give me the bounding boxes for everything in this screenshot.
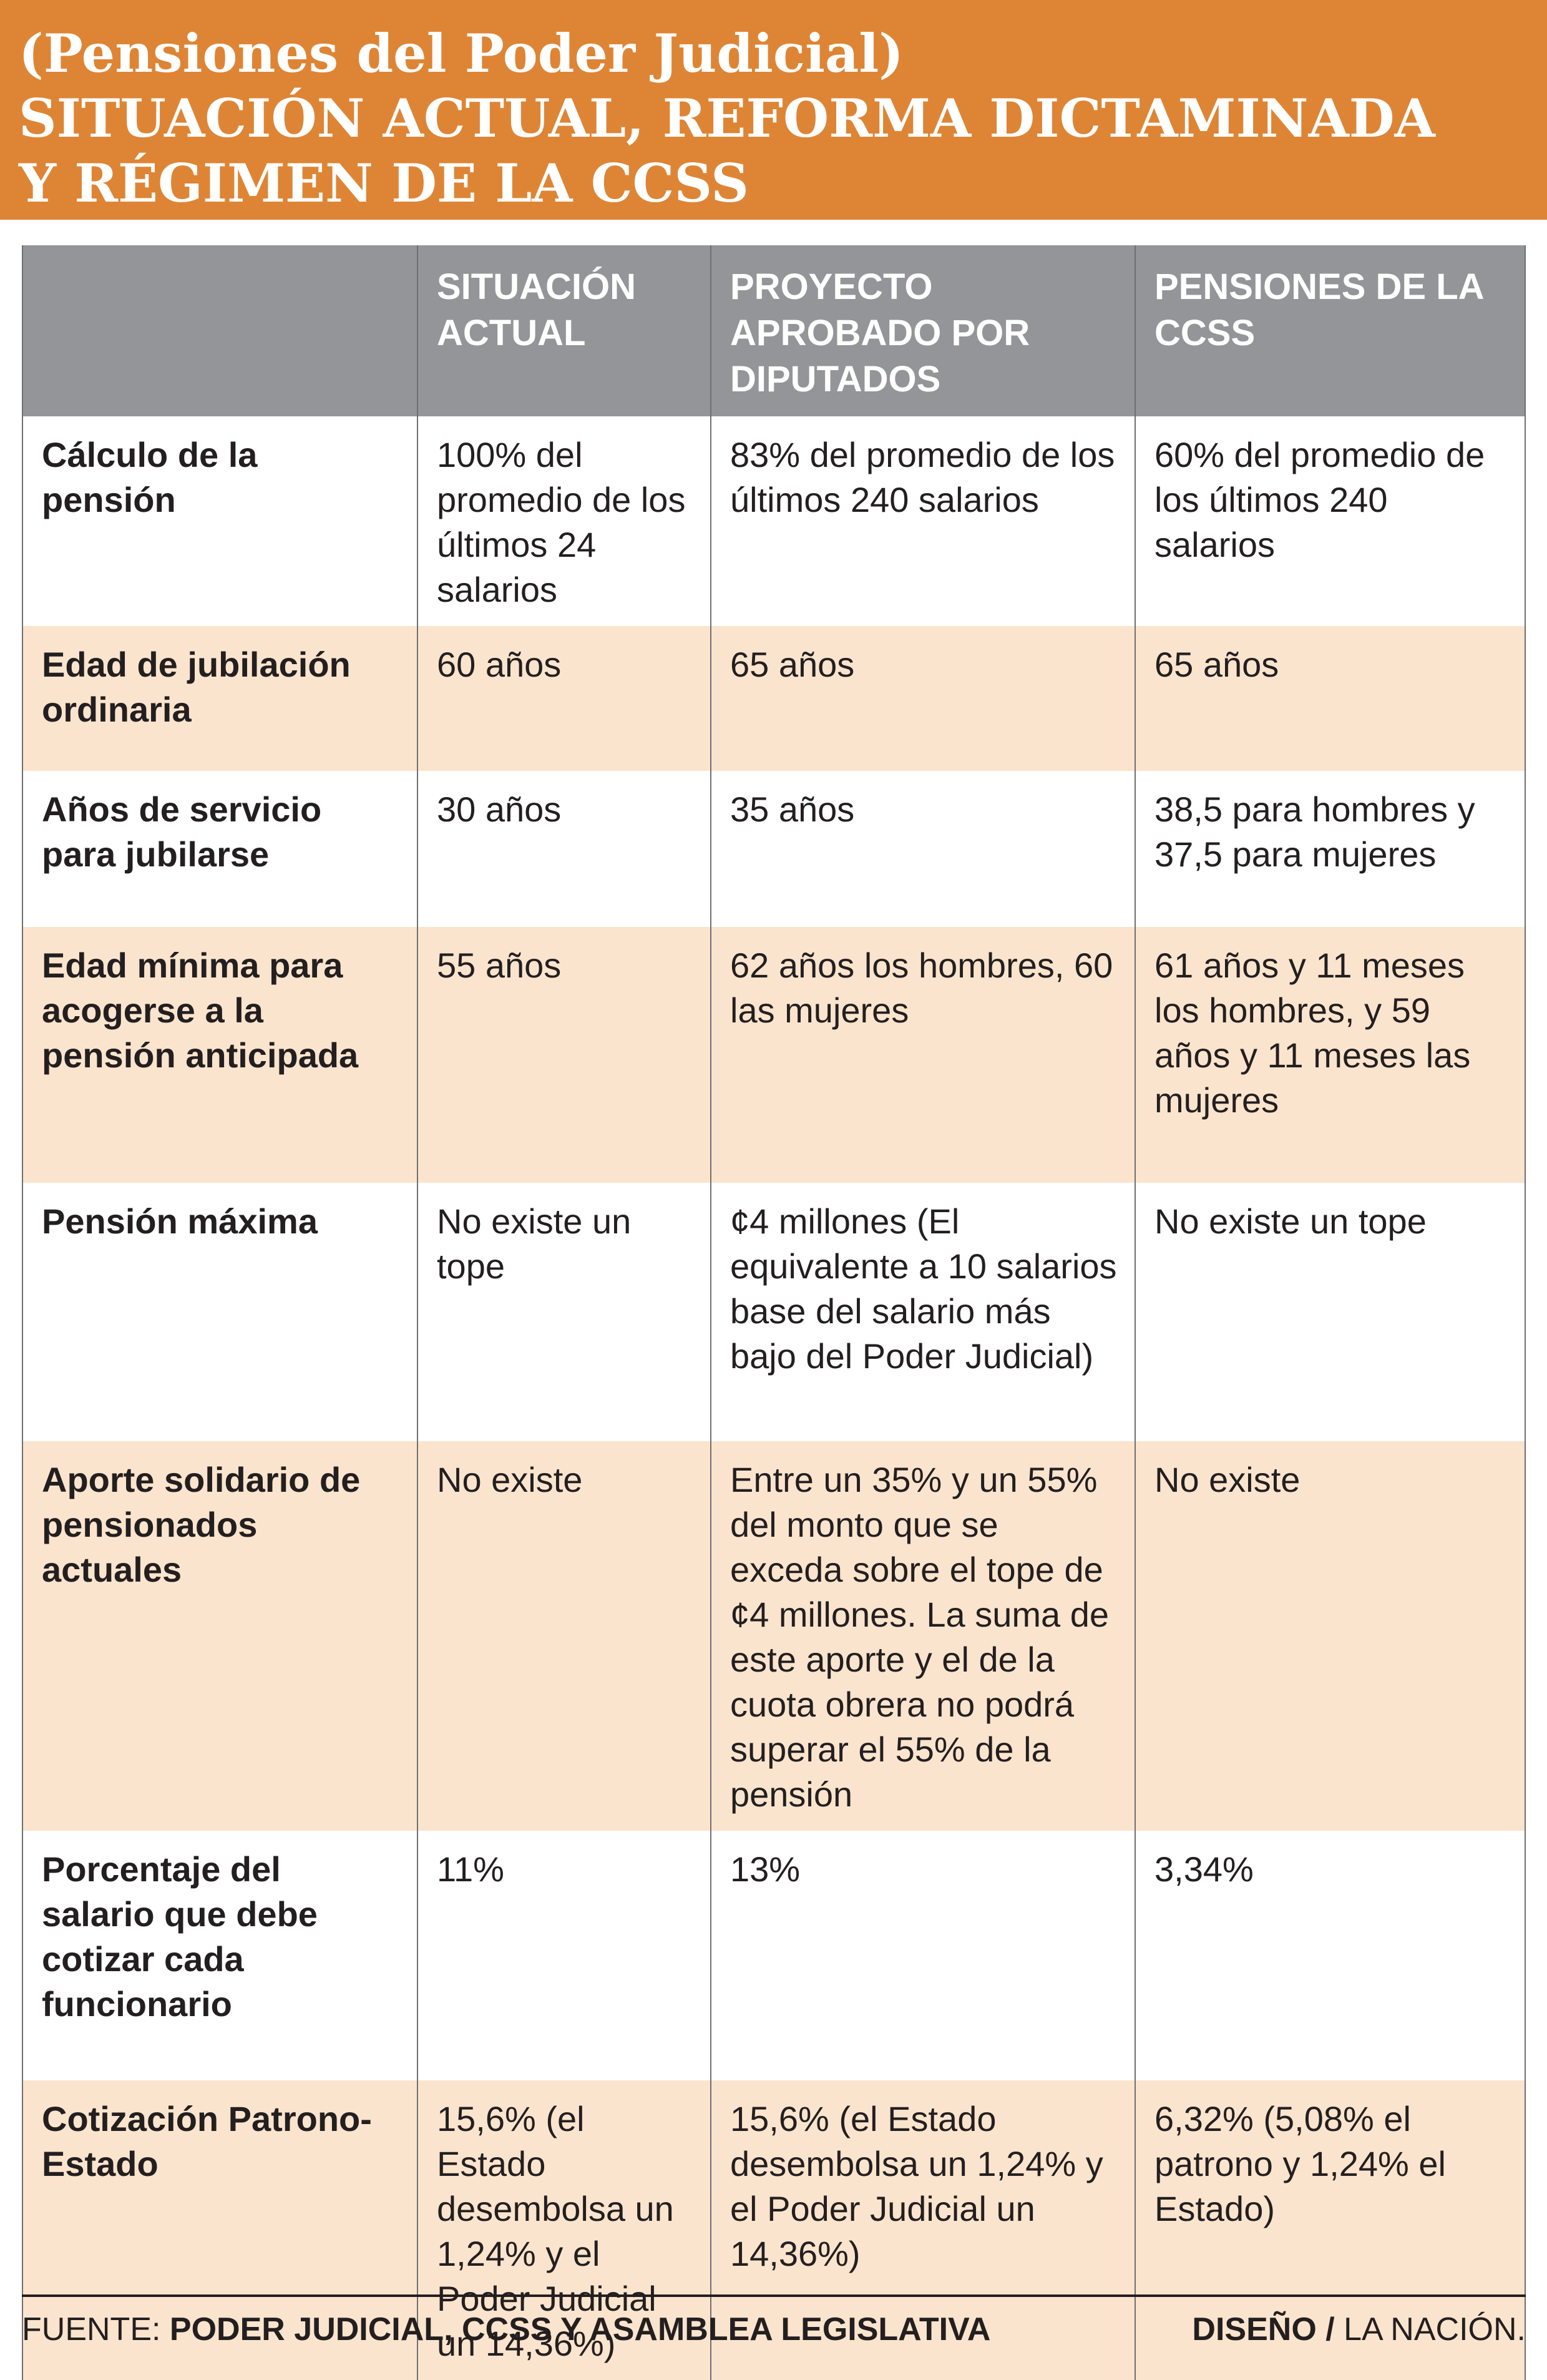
cell-situacion-actual: 100% del promedio de los últimos 24 sala… [417, 416, 710, 626]
design-credit: DISEÑO / LA NACIÓN. [1192, 2312, 1526, 2347]
table-row: Cálculo de la pensión 100% del promedio … [23, 416, 1525, 626]
cell-situacion-actual: 55 años [417, 927, 710, 1183]
row-label: Pensión máxima [42, 1202, 318, 1241]
table-header-row: SITUACIÓN ACTUAL PROYECTO APROBADO POR D… [23, 245, 1525, 416]
source-names: PODER JUDICIAL, CCSS Y ASAMBLEA LEGISLAT… [169, 2311, 991, 2348]
table-row: Aporte solidario de pensionados actuales… [23, 1441, 1525, 1831]
cell-proyecto-aprobado: 65 años [710, 626, 1135, 771]
cell-proyecto-aprobado: 15,6% (el Estado desembolsa un 1,24% y e… [710, 2080, 1135, 2380]
cell-proyecto-aprobado: 35 años [710, 771, 1135, 927]
cell-pensiones-ccss: 38,5 para hombres y 37,5 para mujeres [1135, 771, 1526, 927]
cell-proyecto-aprobado: Entre un 35% y un 55% del monto que se e… [710, 1441, 1135, 1831]
table-row: Porcentaje del salario que debe cotizar … [23, 1831, 1525, 2080]
cell-pensiones-ccss: No existe [1135, 1441, 1526, 1831]
row-label: Edad mínima para acogerse a la pensión a… [42, 946, 359, 1075]
design-label: DISEÑO / [1192, 2311, 1335, 2348]
cell-proyecto-aprobado: ¢4 millones (El equivalente a 10 salario… [710, 1183, 1135, 1441]
page-title-line-1: SITUACIÓN ACTUAL, REFORMA DICTAMINADA [19, 87, 1435, 149]
cell-pensiones-ccss: 6,32% (5,08% el patrono y 1,24% el Estad… [1135, 2080, 1526, 2380]
table-row: Años de servicio para jubilarse 30 años … [23, 771, 1525, 927]
design-name: LA NACIÓN. [1344, 2311, 1526, 2348]
cell-situacion-actual: 60 años [417, 626, 710, 771]
table-row: Pensión máxima No existe un tope ¢4 mill… [23, 1183, 1525, 1441]
cell-situacion-actual: No existe [417, 1441, 710, 1831]
cell-pensiones-ccss: 61 años y 11 meses los hombres, y 59 año… [1135, 927, 1526, 1183]
cell-situacion-actual: 15,6% (el Estado desembolsa un 1,24% y e… [417, 2080, 710, 2380]
table-body: Cálculo de la pensión 100% del promedio … [23, 416, 1525, 2380]
column-header-situacion-actual: SITUACIÓN ACTUAL [417, 245, 710, 416]
credits: FUENTE: PODER JUDICIAL, CCSS Y ASAMBLEA … [22, 2312, 1526, 2347]
source-credit: FUENTE: PODER JUDICIAL, CCSS Y ASAMBLEA … [22, 2312, 990, 2347]
comparison-table: SITUACIÓN ACTUAL PROYECTO APROBADO POR D… [22, 245, 1526, 2380]
column-header-empty [23, 245, 417, 416]
cell-proyecto-aprobado: 83% del promedio de los últimos 240 sala… [710, 416, 1135, 626]
cell-pensiones-ccss: No existe un tope [1135, 1183, 1526, 1441]
cell-proyecto-aprobado: 13% [710, 1831, 1135, 2080]
masthead: (Pensiones del Poder Judicial) SITUACIÓN… [0, 0, 1547, 220]
column-header-pensiones-ccss: PENSIONES DE LA CCSS [1135, 245, 1526, 416]
cell-pensiones-ccss: 3,34% [1135, 1831, 1526, 2080]
row-label: Porcentaje del salario que debe cotizar … [42, 1849, 318, 2024]
kicker: (Pensiones del Poder Judicial) [19, 22, 904, 84]
row-label: Cálculo de la pensión [42, 435, 258, 519]
footer: FUENTE: PODER JUDICIAL, CCSS Y ASAMBLEA … [22, 2294, 1526, 2357]
source-label: FUENTE: [22, 2311, 161, 2348]
cell-situacion-actual: 11% [417, 1831, 710, 2080]
footer-rule [22, 2294, 1526, 2297]
row-label: Años de servicio para jubilarse [42, 790, 322, 874]
column-header-proyecto-aprobado: PROYECTO APROBADO POR DIPUTADOS [710, 245, 1135, 416]
cell-situacion-actual: 30 años [417, 771, 710, 927]
row-label: Edad de jubilación ordinaria [42, 645, 351, 729]
table-row: Edad mínima para acogerse a la pensión a… [23, 927, 1525, 1183]
cell-pensiones-ccss: 60% del promedio de los últimos 240 sala… [1135, 416, 1526, 626]
page-title-line-2: Y RÉGIMEN DE LA CCSS [19, 152, 749, 214]
cell-proyecto-aprobado: 62 años los hombres, 60 las mujeres [710, 927, 1135, 1183]
row-label: Cotización Patrono-Estado [42, 2099, 372, 2183]
table-row: Cotización Patrono-Estado 15,6% (el Esta… [23, 2080, 1525, 2380]
table-row: Edad de jubilación ordinaria 60 años 65 … [23, 626, 1525, 771]
row-label: Aporte solidario de pensionados actuales [42, 1460, 361, 1589]
cell-pensiones-ccss: 65 años [1135, 626, 1526, 771]
cell-situacion-actual: No existe un tope [417, 1183, 710, 1441]
